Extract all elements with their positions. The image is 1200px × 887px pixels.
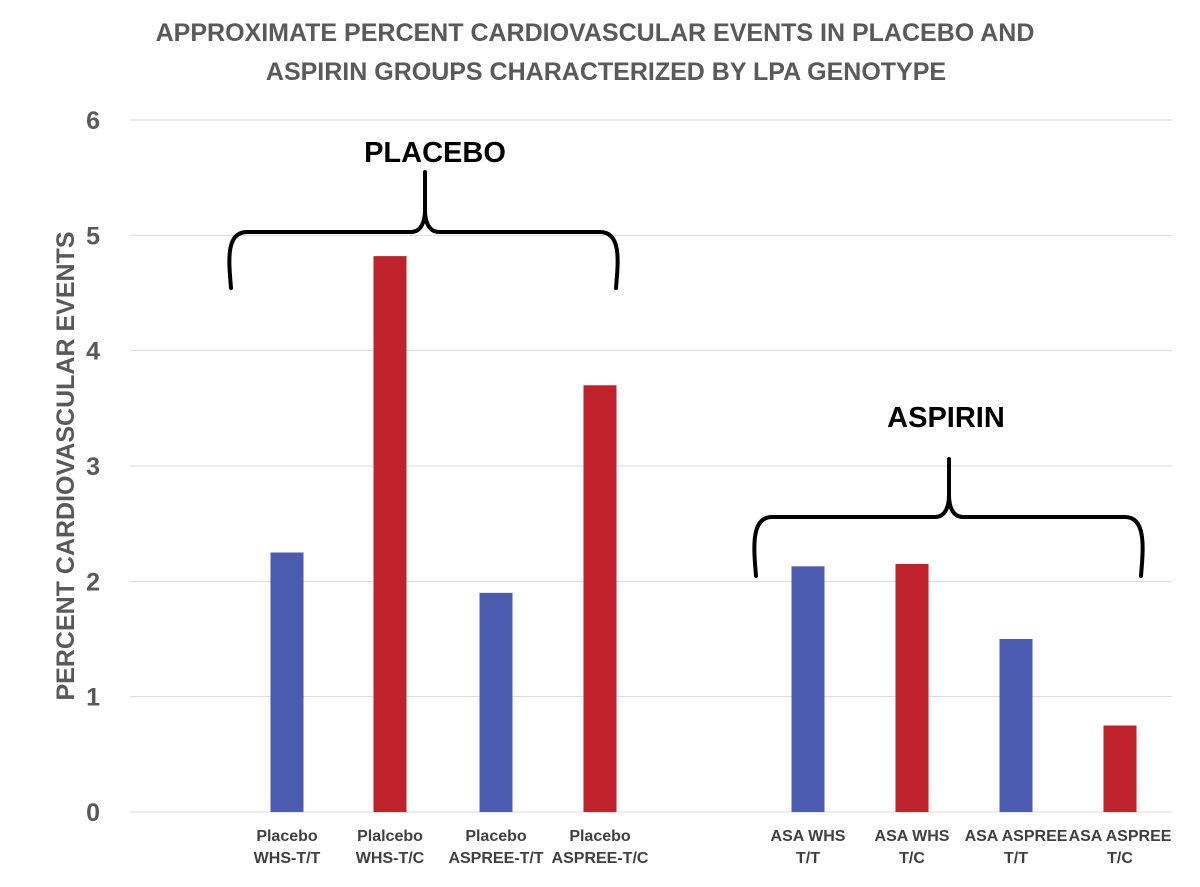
y-tick-label: 3 — [86, 453, 100, 481]
aspirin-group-label: ASPIRIN — [887, 402, 1005, 434]
x-tick-label: Placebo ASPREE-T/C — [552, 828, 649, 867]
group-brace — [227, 170, 620, 290]
placebo-group-label: PLACEBO — [364, 137, 506, 169]
gridlines — [130, 119, 1172, 813]
bar — [895, 564, 929, 812]
x-tick-label: ASA WHS T/T — [771, 828, 846, 867]
x-tick-label: Placebo WHS-T/T — [254, 828, 321, 867]
x-tick-label: ASA ASPREE T/T — [965, 828, 1068, 867]
bar — [373, 256, 407, 812]
bar — [479, 592, 513, 812]
bar — [583, 385, 617, 812]
y-axis-label: PERCENT CARDIOVASCULAR EVENTS — [52, 231, 80, 700]
bars — [270, 256, 1137, 812]
y-tick-label: 5 — [86, 222, 100, 250]
x-tick-label: Placebo ASPREE-T/T — [448, 828, 543, 867]
y-tick-label: 1 — [86, 684, 100, 712]
x-axis-ticks: Placebo WHS-T/T Plalcebo WHS-T/C Placebo ASPR… — [254, 828, 1172, 867]
bar — [270, 552, 304, 812]
chart-title-line-1: APPROXIMATE PERCENT CARDIOVASCULAR EVENT… — [156, 19, 1035, 47]
chart-title-line-2: ASPIRIN GROUPS CHARACTERIZED BY LPA GENO… — [266, 58, 946, 86]
x-tick-label: Plalcebo WHS-T/C — [356, 828, 425, 867]
bar — [999, 639, 1033, 812]
group-annotations: PLACEBO ASPIRIN — [227, 137, 1145, 578]
y-tick-label: 2 — [86, 568, 100, 596]
y-axis-ticks: 0 1 2 3 4 5 6 — [86, 107, 100, 827]
chart-title: APPROXIMATE PERCENT CARDIOVASCULAR EVENT… — [156, 19, 1035, 86]
y-tick-label: 6 — [86, 107, 100, 135]
bar — [791, 566, 825, 812]
bar — [1103, 725, 1137, 812]
group-brace — [752, 457, 1145, 578]
y-tick-label: 4 — [86, 338, 100, 366]
x-tick-label: ASA ASPREE T/C — [1069, 828, 1172, 867]
x-tick-label: ASA WHS T/C — [875, 828, 950, 867]
y-tick-label: 0 — [86, 799, 100, 827]
